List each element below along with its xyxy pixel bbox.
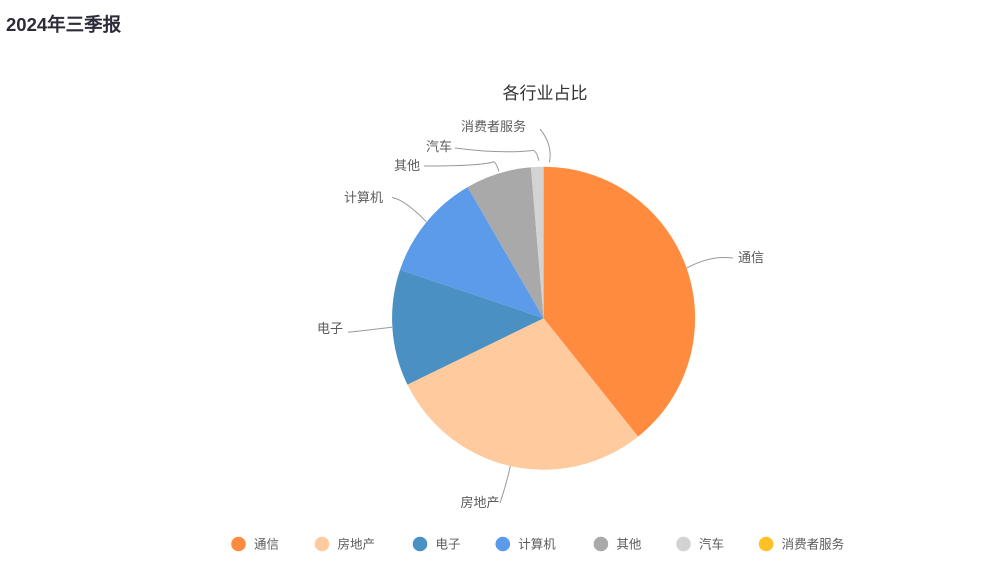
svg-text:汽车: 汽车: [699, 537, 724, 552]
svg-text:电子: 电子: [317, 321, 343, 336]
svg-text:其他: 其他: [394, 158, 420, 173]
svg-text:消费者服务: 消费者服务: [461, 119, 526, 134]
svg-text:计算机: 计算机: [344, 190, 383, 205]
svg-text:通信: 通信: [254, 538, 279, 552]
svg-text:通信: 通信: [738, 250, 764, 265]
svg-text:房地产: 房地产: [338, 537, 376, 552]
svg-text:其他: 其他: [616, 538, 642, 552]
svg-text:电子: 电子: [436, 538, 461, 552]
svg-text:房地产: 房地产: [460, 495, 499, 510]
svg-text:汽车: 汽车: [426, 139, 452, 154]
svg-text:消费者服务: 消费者服务: [782, 537, 845, 552]
svg-text:计算机: 计算机: [518, 537, 556, 552]
